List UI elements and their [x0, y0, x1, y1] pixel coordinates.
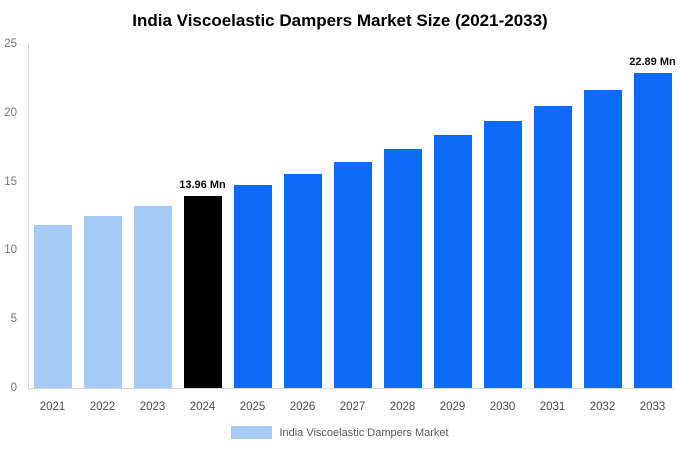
x-tick-label: 2024	[189, 401, 216, 413]
bar-2029	[433, 135, 472, 388]
legend-label: India Viscoelastic Dampers Market	[279, 426, 449, 439]
x-tick-label: 2030	[489, 401, 516, 413]
y-tick-label: 20	[4, 106, 17, 119]
x-tick-label: 2031	[539, 401, 566, 413]
x-tick-label: 2026	[289, 401, 316, 413]
x-tick-label: 2029	[439, 401, 466, 413]
x-tick-label: 2028	[389, 401, 416, 413]
x-tick-label: 2021	[39, 401, 66, 413]
bar-2033	[633, 73, 672, 388]
bar-2027	[333, 161, 372, 388]
x-tick-label: 2033	[639, 401, 666, 413]
bar-2031	[533, 105, 572, 388]
bar-2028	[383, 148, 422, 388]
x-tick-label: 2027	[339, 401, 366, 413]
chart-title: India Viscoelastic Dampers Market Size (…	[132, 11, 548, 30]
bar-2022	[83, 216, 122, 388]
value-label: 13.96 Mn	[179, 178, 226, 191]
y-axis-line	[28, 44, 29, 388]
y-tick-label: 5	[10, 313, 17, 326]
bar-2023	[133, 206, 172, 388]
bar-2032	[583, 89, 622, 388]
y-tick-label: 15	[4, 175, 17, 188]
bar-2024	[183, 195, 222, 388]
bar-2030	[483, 120, 522, 388]
x-axis-line	[28, 388, 676, 389]
y-tick-label: 0	[10, 382, 17, 394]
x-tick-label: 2032	[589, 401, 616, 413]
x-tick-label: 2022	[89, 401, 116, 413]
y-tick-label: 10	[4, 244, 17, 257]
legend-swatch	[231, 426, 273, 439]
bar-2026	[283, 173, 322, 388]
value-label: 22.89 Mn	[629, 56, 676, 69]
legend: India Viscoelastic Dampers Market	[0, 426, 680, 439]
bar-2025	[233, 185, 272, 388]
y-tick-label: 25	[4, 38, 17, 50]
x-tick-label: 2025	[239, 401, 266, 413]
bar-2021	[33, 225, 72, 388]
x-tick-label: 2023	[139, 401, 166, 413]
